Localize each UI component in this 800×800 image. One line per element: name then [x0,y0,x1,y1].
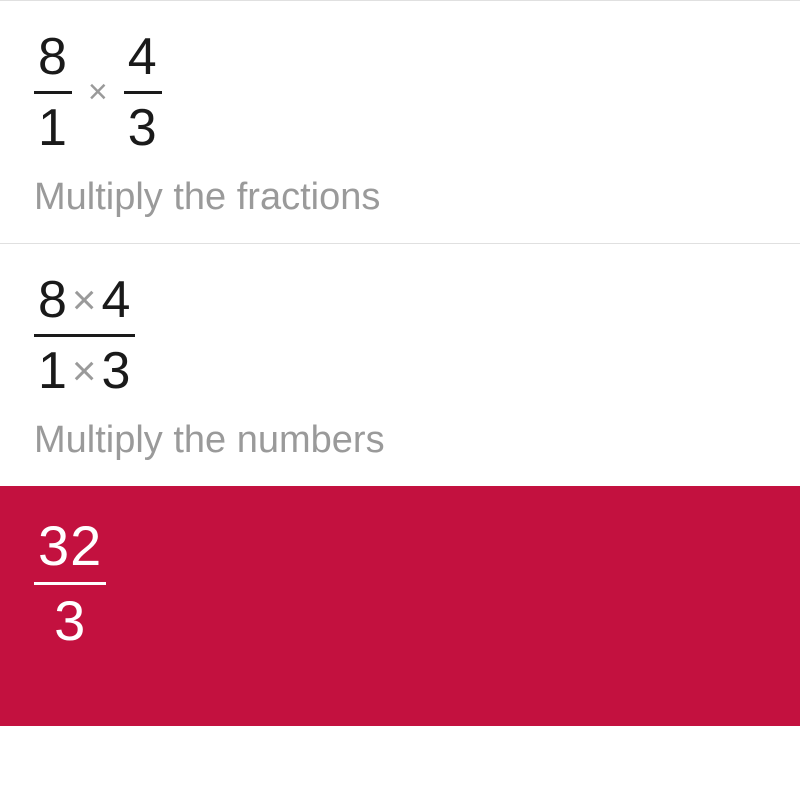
multiply-operator: × [68,279,102,321]
operand: 1 [38,345,68,397]
math-expression: 8 1 × 4 3 [34,29,766,156]
numerator: 8 [34,29,72,85]
operand: 4 [101,274,131,326]
multiply-operator: × [88,73,108,112]
fraction-right: 4 3 [124,29,162,156]
denominator: 3 [124,100,162,156]
fraction-combined: 8 × 4 1 × 3 [34,272,135,399]
multiply-operator: × [68,350,102,392]
fraction-bar [124,91,162,94]
fraction-left: 8 1 [34,29,72,156]
math-expression: 8 × 4 1 × 3 [34,272,766,399]
solution-step: 8 1 × 4 3 Multiply the fractions [0,0,800,243]
denominator: 3 [50,591,90,651]
numerator: 32 [34,516,106,576]
step-explanation: Multiply the fractions [34,176,766,219]
fraction-bar [34,91,72,94]
fraction-bar [34,334,135,337]
denominator: 1 [34,100,72,156]
numerator-expression: 8 × 4 [34,272,135,328]
operand: 8 [38,274,68,326]
step-explanation: Multiply the numbers [34,419,766,462]
result-fraction: 32 3 [34,516,106,651]
solution-step: 8 × 4 1 × 3 Multiply the numbers [0,243,800,486]
numerator: 4 [124,29,162,85]
result-panel: 32 3 [0,486,800,726]
operand: 3 [101,345,131,397]
denominator-expression: 1 × 3 [34,343,135,399]
fraction-bar [34,582,106,585]
